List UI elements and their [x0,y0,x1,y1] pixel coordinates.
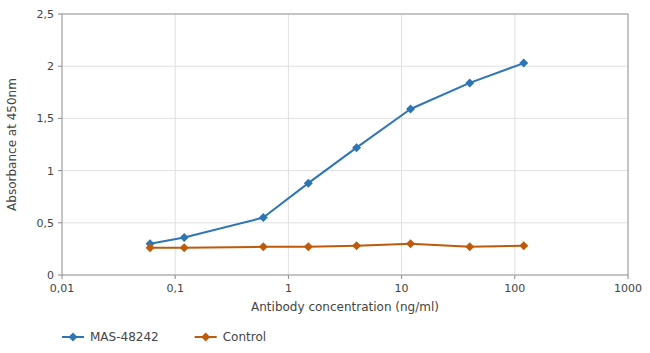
x-tick [401,275,402,279]
legend-marker [201,333,210,342]
legend-item: Control [195,330,266,344]
axes: 0,01 0,1 1 10 100 1000 0 0,5 1 1,5 2 2,5 [37,8,643,295]
x-tick [62,275,63,279]
y-tick [58,118,62,119]
y-tick [58,275,62,276]
x-tick-label: 1 [285,282,292,295]
legend-marker [69,333,78,342]
x-tick [288,275,289,279]
legend-item: MAS-48242 [62,330,159,344]
legend-label: Control [223,330,266,344]
x-grid-line [401,14,402,275]
data-point [180,243,189,252]
y-tick-label: 2 [47,60,54,73]
y-grid-line [62,118,628,119]
y-grid-line [62,66,628,67]
data-point [259,213,268,222]
x-tick [628,275,629,279]
data-point [465,78,474,87]
data-point [465,242,474,251]
x-tick-label: 100 [504,282,525,295]
data-point [304,179,313,188]
legend-label: MAS-48242 [90,330,159,344]
y-axis-label: Absorbance at 450nm [5,78,19,211]
data-point [259,242,268,251]
x-tick-label: 10 [395,282,409,295]
x-tick [175,275,176,279]
data-point [352,143,361,152]
y-grid-line [62,222,628,223]
x-tick [514,275,515,279]
plot-background [62,14,628,275]
y-tick [58,222,62,223]
y-tick-label: 1,5 [37,112,55,125]
x-grid-line [175,14,176,275]
y-tick-label: 2,5 [37,8,55,21]
data-point [304,242,313,251]
data-point [352,241,361,250]
plot-frame [62,14,628,275]
x-axis-label: Antibody concentration (ng/ml) [251,300,439,314]
x-grid-line [288,14,289,275]
y-tick [58,170,62,171]
series [146,59,529,249]
y-tick-label: 0,5 [37,217,55,230]
y-tick [58,66,62,67]
x-tick-label: 1000 [614,282,642,295]
data-layer [146,59,529,253]
y-tick-label: 0 [47,269,54,282]
data-point [519,241,528,250]
data-point [146,243,155,252]
x-tick-label: 0,01 [50,282,75,295]
chart-container: 0,01 0,1 1 10 100 1000 0 0,5 1 1,5 2 2,5 Antibody co… [0,0,650,353]
x-grid-line [514,14,515,275]
chart-svg: 0,01 0,1 1 10 100 1000 0 0,5 1 1,5 2 2,5 Antibody co… [0,0,650,353]
legend: MAS-48242 Control [62,330,266,344]
data-point [180,233,189,242]
data-point [406,239,415,248]
data-point [519,59,528,68]
data-point [406,105,415,114]
series [146,239,529,252]
x-tick-label: 0,1 [166,282,184,295]
series-line [150,63,524,244]
y-grid-line [62,170,628,171]
y-tick [58,14,62,15]
grid [62,14,628,275]
y-tick-label: 1 [47,165,54,178]
